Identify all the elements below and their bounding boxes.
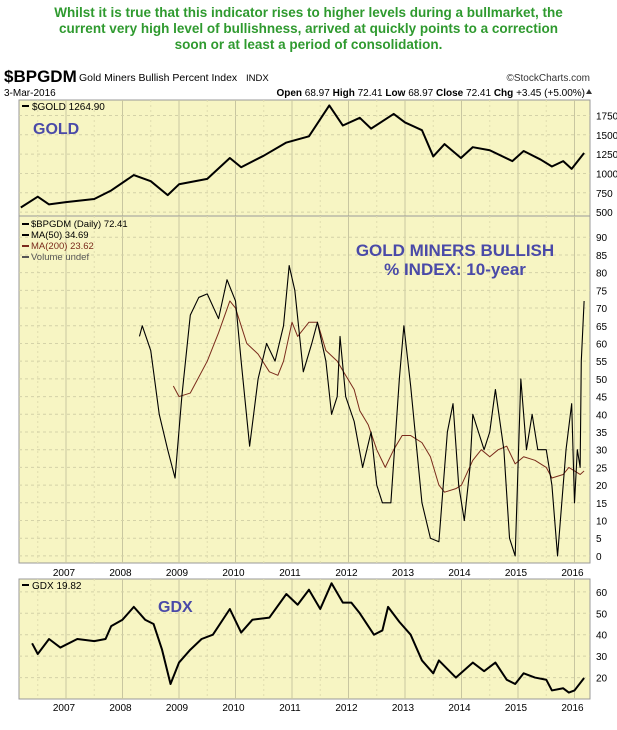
overlay-title: GDX xyxy=(158,599,193,616)
annotation-line: Whilst it is true that this indicator ri… xyxy=(54,5,563,20)
legend-swatch xyxy=(22,234,29,236)
y-tick-label: 40 xyxy=(596,410,608,421)
up-arrow-icon xyxy=(586,89,592,94)
legend-entry: $BPGDM (Daily) 72.41 xyxy=(31,219,128,230)
x-tick-label: 2016 xyxy=(561,568,584,579)
overlay-title: % INDEX: 10-year xyxy=(384,260,526,279)
legend-entry: GDX 19.82 xyxy=(32,581,82,592)
annotation-text: Whilst it is true that this indicator ri… xyxy=(0,5,617,53)
y-tick-label: 20 xyxy=(596,481,608,492)
legend-entry: MA(50) 34.69 xyxy=(31,230,89,241)
exchange: INDX xyxy=(246,73,269,84)
legend-swatch xyxy=(22,105,29,107)
y-tick-label: 35 xyxy=(596,428,608,439)
y-tick-label: 1000 xyxy=(596,169,617,180)
legend-swatch xyxy=(22,245,29,247)
legend-swatch xyxy=(22,256,29,258)
x-tick-label: 2007 xyxy=(53,568,76,579)
y-tick-label: 50 xyxy=(596,609,608,620)
legend-swatch xyxy=(22,584,29,586)
gdx-panel: 20 30 40 50 60 2007 2008 2009 2010 2011 2012 2013 20… xyxy=(18,578,608,714)
y-tick-label: 750 xyxy=(596,189,613,200)
y-tick-label: 40 xyxy=(596,631,608,642)
ma50-line xyxy=(138,265,585,557)
y-tick-label: 1250 xyxy=(596,150,617,161)
y-tick-label: 50 xyxy=(596,375,608,386)
y-tick-label: 30 xyxy=(596,652,608,663)
y-tick-label: 20 xyxy=(596,674,608,685)
gold-price-line xyxy=(20,104,585,209)
y-tick-label: 90 xyxy=(596,233,608,244)
overlay-title: GOLD MINERS BULLISH xyxy=(356,241,554,260)
y-tick-label: 70 xyxy=(596,304,608,315)
ohlc-readout: Open 68.97 High 72.41 Low 68.97 Close 72… xyxy=(276,88,585,99)
x-tick-label: 2007 xyxy=(53,703,76,714)
y-tick-label: 60 xyxy=(596,588,608,599)
x-tick-label: 2012 xyxy=(335,703,358,714)
plot-area xyxy=(18,215,591,564)
annotation-line: current very high level of bullishness, … xyxy=(59,21,558,36)
x-tick-label: 2013 xyxy=(392,703,415,714)
legend-entry: $GOLD 1264.90 xyxy=(32,102,105,113)
x-tick-label: 2011 xyxy=(279,568,301,579)
y-tick-label: 60 xyxy=(596,339,608,350)
y-tick-label: 5 xyxy=(596,534,602,545)
y-tick-label: 55 xyxy=(596,357,608,368)
x-tick-label: 2008 xyxy=(109,703,132,714)
y-tick-label: 15 xyxy=(596,499,608,510)
x-tick-label: 2015 xyxy=(505,703,528,714)
x-tick-label: 2011 xyxy=(279,703,301,714)
y-tick-label: 25 xyxy=(596,463,608,474)
y-tick-label: 45 xyxy=(596,393,608,404)
legend-entry: MA(200) 23.62 xyxy=(31,241,94,252)
x-tick-label: 2010 xyxy=(222,703,245,714)
y-tick-label: 1500 xyxy=(596,131,617,142)
legend-swatch xyxy=(22,223,29,225)
y-tick-label: 10 xyxy=(596,517,608,528)
x-tick-label: 2014 xyxy=(448,568,471,579)
y-tick-label: 1750 xyxy=(596,111,617,122)
y-tick-label: 85 xyxy=(596,251,608,262)
source-logo: ©StockCharts.com xyxy=(506,73,590,84)
plot-area xyxy=(18,578,591,700)
y-tick-label: 0 xyxy=(596,552,602,563)
y-tick-label: 500 xyxy=(596,208,613,219)
overlay-title: GOLD xyxy=(33,121,79,138)
y-tick-label: 65 xyxy=(596,322,608,333)
x-tick-label: 2013 xyxy=(392,568,415,579)
bpgdm-panel: 0 5 10 15 20 25 30 35 40 45 50 55 60 65 70 75 80 85 90 2007… xyxy=(18,215,608,579)
plot-area xyxy=(18,99,591,217)
gold-panel: 500 750 1000 1250 1500 1750 $GOLD 1264.90 GOLD xyxy=(18,99,617,219)
y-tick-label: 75 xyxy=(596,286,608,297)
security-name: Gold Miners Bullish Percent Index xyxy=(79,72,238,84)
date: 3-Mar-2016 xyxy=(4,88,56,99)
x-tick-label: 2014 xyxy=(448,703,471,714)
symbol: $BPGDM xyxy=(4,67,77,86)
x-tick-label: 2012 xyxy=(335,568,358,579)
x-tick-label: 2010 xyxy=(222,568,245,579)
x-tick-label: 2015 xyxy=(505,568,528,579)
x-tick-label: 2009 xyxy=(166,703,189,714)
x-tick-label: 2016 xyxy=(561,703,584,714)
gdx-price-line xyxy=(31,582,585,694)
legend-entry: Volume undef xyxy=(31,252,89,263)
x-tick-label: 2009 xyxy=(166,568,189,579)
annotation-line: soon or at least a period of consolidati… xyxy=(174,37,443,52)
y-tick-label: 30 xyxy=(596,446,608,457)
x-tick-label: 2008 xyxy=(109,568,132,579)
y-tick-label: 80 xyxy=(596,269,608,280)
